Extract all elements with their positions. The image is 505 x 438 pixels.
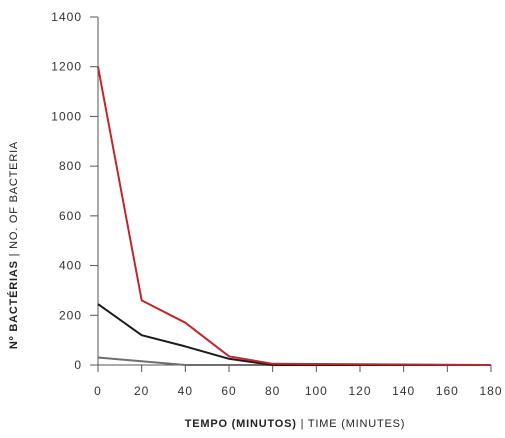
- y-tick-label: 800: [59, 159, 82, 173]
- y-tick-label: 200: [59, 308, 82, 322]
- y-tick-label: 600: [59, 209, 82, 223]
- x-tick-label: 20: [134, 384, 149, 398]
- y-tick-label: 1000: [51, 109, 82, 123]
- x-tick-label: 160: [436, 384, 459, 398]
- y-tick-label: 400: [59, 259, 82, 273]
- x-tick-label: 100: [305, 384, 328, 398]
- axes: [90, 16, 492, 372]
- y-axis-title: Nº BACTÉRIAS | NO. OF BACTERIA: [7, 141, 20, 349]
- x-tick-label: 180: [479, 384, 502, 398]
- x-tick-label: 140: [392, 384, 415, 398]
- x-tick-label: 120: [348, 384, 371, 398]
- x-tick-label: 40: [178, 384, 193, 398]
- x-tick-label: 0: [94, 384, 102, 398]
- x-axis-title: TEMPO (MINUTOS) | TIME (MINUTES): [185, 418, 406, 430]
- x-tick-label: 60: [221, 384, 236, 398]
- y-tick-label: 0: [74, 358, 82, 372]
- series-line: [97, 303, 491, 366]
- series-line: [97, 66, 492, 366]
- x-tick-label: 80: [265, 384, 280, 398]
- tick-labels: 0 200 400 600 800 1000 1200 1400 0 20 40 60 80 100 120…: [51, 10, 502, 398]
- y-tick-label: 1200: [51, 60, 82, 74]
- y-tick-label: 1400: [51, 10, 82, 24]
- series-layer: [97, 66, 492, 366]
